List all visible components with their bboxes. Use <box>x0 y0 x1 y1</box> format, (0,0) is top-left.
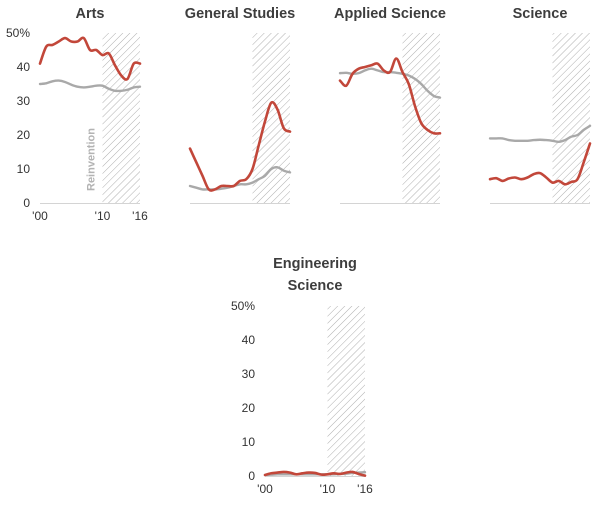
panel-title: Science <box>288 278 343 294</box>
panel-2: Applied Science <box>334 6 446 204</box>
panel-title: Engineering <box>273 256 357 272</box>
panel-title: Science <box>513 6 568 22</box>
hatched-region <box>252 33 290 203</box>
panel-3: Science <box>488 6 592 204</box>
baseline-series-line <box>488 124 592 144</box>
y-tick-label: 10 <box>242 435 256 449</box>
hatched-region <box>552 33 590 203</box>
panel-title: Arts <box>75 6 104 22</box>
y-tick-label: 10 <box>17 162 31 176</box>
y-tick-label: 0 <box>248 469 255 483</box>
baseline-series-line <box>38 79 142 93</box>
panel-title: Applied Science <box>334 6 446 22</box>
y-tick-label: 40 <box>17 60 31 74</box>
panel-0: Arts Reinvention 0 10 20 30 40 50% '00 '10 '16 <box>6 6 148 223</box>
y-tick-label: 30 <box>242 367 256 381</box>
hatched-region <box>402 33 440 203</box>
y-tick-label: 0 <box>23 196 30 210</box>
y-tick-label: 50% <box>6 26 30 40</box>
panel-4: Engineering Science 0 10 20 30 40 50% '00 '10 '16 <box>231 256 373 496</box>
x-tick-label: '16 <box>132 209 148 223</box>
y-tick-label: 50% <box>231 299 255 313</box>
highlight-series-line <box>188 100 292 192</box>
panel-1: General Studies <box>185 6 295 204</box>
x-tick-label: '16 <box>357 482 373 496</box>
highlight-series-line <box>263 470 367 477</box>
hatched-region <box>327 306 365 476</box>
highlight-series-line <box>38 36 142 81</box>
highlight-series-line <box>488 142 592 186</box>
hatched-region <box>102 33 140 203</box>
reinvention-label: Reinvention <box>86 128 98 191</box>
panel-title: General Studies <box>185 6 295 22</box>
highlight-series-line <box>338 57 442 135</box>
x-tick-label: '00 <box>257 482 273 496</box>
x-tick-label: '10 <box>320 482 336 496</box>
x-tick-label: '00 <box>32 209 48 223</box>
y-tick-label: 30 <box>17 94 31 108</box>
x-tick-label: '10 <box>95 209 111 223</box>
y-tick-label: 20 <box>242 401 256 415</box>
y-tick-label: 40 <box>242 333 256 347</box>
y-tick-label: 20 <box>17 128 31 142</box>
baseline-series-line <box>188 166 292 191</box>
